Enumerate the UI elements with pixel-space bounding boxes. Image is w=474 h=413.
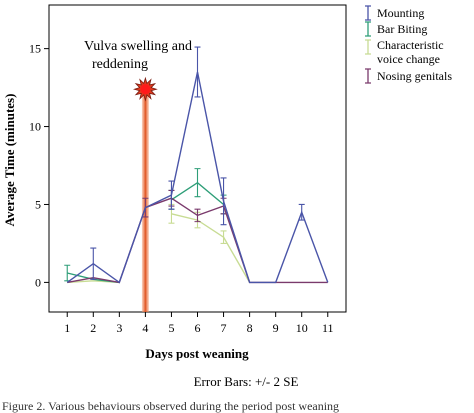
error-bar-mounting xyxy=(90,247,97,280)
legend-item-nosing-genitals: Nosing genitals xyxy=(365,68,452,84)
legend-label-voice-change-2: voice change xyxy=(377,52,440,66)
error-bar-mounting xyxy=(220,177,227,226)
error-bar-mounting xyxy=(298,203,305,221)
error-bar-mounting xyxy=(194,46,201,98)
x-tick-label: 11 xyxy=(322,321,334,335)
legend-item-mounting: Mounting xyxy=(365,5,424,21)
y-tick-label: 0 xyxy=(35,275,41,289)
legend-swatch-voice-change xyxy=(365,39,371,55)
error-bar-bar-biting xyxy=(194,168,201,198)
legend-swatch-nosing-genitals xyxy=(365,68,371,84)
series-mounting xyxy=(66,46,329,284)
legend-item-voice-change: Characteristic voice change xyxy=(365,38,444,66)
y-tick-label: 15 xyxy=(29,42,41,56)
x-tick-label: 1 xyxy=(64,321,70,335)
error-bar-nosing-genitals xyxy=(194,208,201,223)
y-axis-title: Average Time (minutes) xyxy=(2,94,17,227)
error-bars-note: Error Bars: +/- 2 SE xyxy=(194,374,299,389)
y-axis: 0 5 10 15 xyxy=(29,42,49,289)
y-tick-label: 10 xyxy=(29,120,41,134)
annotation-line-1: Vulva swelling and xyxy=(84,39,192,54)
legend-label-bar-biting: Bar Biting xyxy=(377,22,427,36)
legend-label-mounting: Mounting xyxy=(377,6,424,20)
legend-swatch-bar-biting xyxy=(365,21,371,37)
star-center xyxy=(140,84,151,95)
event-star-icon xyxy=(132,76,158,102)
y-tick-label: 5 xyxy=(35,197,41,211)
x-tick-label: 5 xyxy=(168,321,174,335)
x-tick-label: 9 xyxy=(273,321,279,335)
x-axis: 1 2 3 4 5 6 7 8 9 10 11 xyxy=(64,312,334,335)
legend-label-voice-change-1: Characteristic xyxy=(377,38,444,52)
legend-item-bar-biting: Bar Biting xyxy=(365,21,427,37)
series-layer xyxy=(64,46,329,284)
figure-caption: Figure 2. Various behaviours observed du… xyxy=(2,399,339,413)
x-tick-label: 3 xyxy=(116,321,122,335)
x-tick-label: 4 xyxy=(142,321,148,335)
x-tick-label: 2 xyxy=(90,321,96,335)
annotation-line-2: reddening xyxy=(92,57,148,72)
x-tick-label: 8 xyxy=(247,321,253,335)
x-tick-label: 7 xyxy=(221,321,227,335)
legend: Mounting Bar Biting Characteristic voice… xyxy=(365,5,452,84)
error-bar-characteristic-voice-change xyxy=(220,230,227,244)
x-tick-label: 6 xyxy=(195,321,201,335)
legend-swatch-mounting xyxy=(365,5,371,21)
legend-label-nosing-genitals: Nosing genitals xyxy=(377,69,452,83)
error-bar-mounting xyxy=(168,180,175,210)
x-tick-label: 10 xyxy=(296,321,308,335)
x-axis-title: Days post weaning xyxy=(145,346,249,361)
